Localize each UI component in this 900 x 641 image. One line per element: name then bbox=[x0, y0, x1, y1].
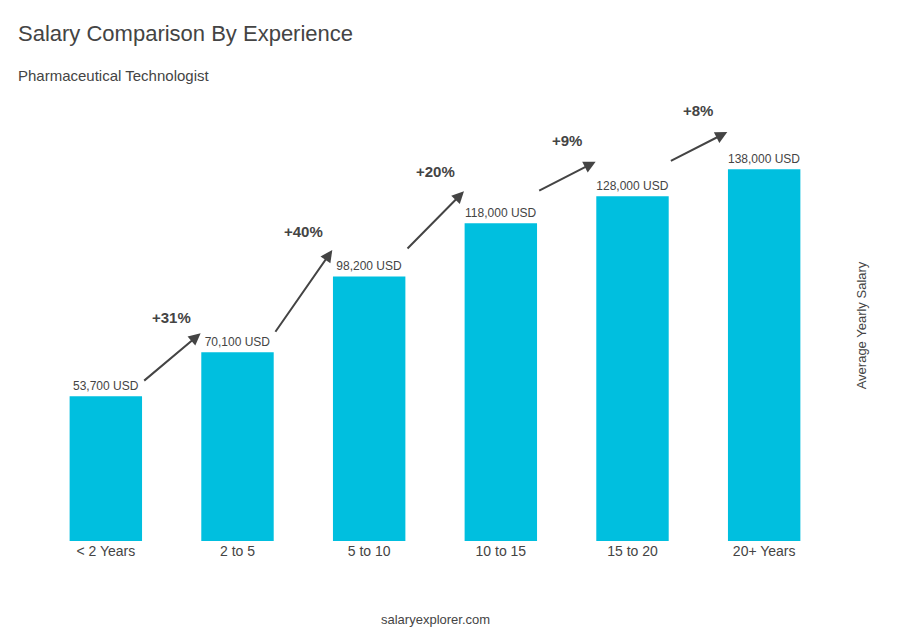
svg-text:138,000 USD: 138,000 USD bbox=[728, 152, 800, 166]
svg-text:+9%: +9% bbox=[552, 132, 582, 149]
svg-text:70,100 USD: 70,100 USD bbox=[205, 335, 271, 349]
svg-text:Average Yearly Salary: Average Yearly Salary bbox=[854, 261, 869, 389]
svg-text:Salary Comparison By Experienc: Salary Comparison By Experience bbox=[18, 21, 353, 46]
svg-text:2 to 5: 2 to 5 bbox=[220, 543, 255, 559]
svg-text:+40%: +40% bbox=[284, 223, 323, 240]
svg-text:+31%: +31% bbox=[152, 309, 191, 326]
svg-text:salaryexplorer.com: salaryexplorer.com bbox=[381, 612, 490, 627]
svg-text:Pharmaceutical Technologist: Pharmaceutical Technologist bbox=[18, 67, 209, 84]
svg-text:128,000 USD: 128,000 USD bbox=[596, 179, 668, 193]
svg-text:98,200 USD: 98,200 USD bbox=[336, 259, 402, 273]
svg-text:+8%: +8% bbox=[683, 102, 713, 119]
svg-text:20+ Years: 20+ Years bbox=[733, 543, 796, 559]
svg-text:118,000 USD: 118,000 USD bbox=[465, 206, 536, 220]
svg-text:< 2 Years: < 2 Years bbox=[76, 543, 135, 559]
svg-text:10 to 15: 10 to 15 bbox=[476, 543, 527, 559]
svg-text:53,700 USD: 53,700 USD bbox=[73, 379, 139, 393]
svg-text:+20%: +20% bbox=[416, 163, 455, 180]
svg-text:5 to 10: 5 to 10 bbox=[348, 543, 391, 559]
svg-text:15 to 20: 15 to 20 bbox=[607, 543, 658, 559]
